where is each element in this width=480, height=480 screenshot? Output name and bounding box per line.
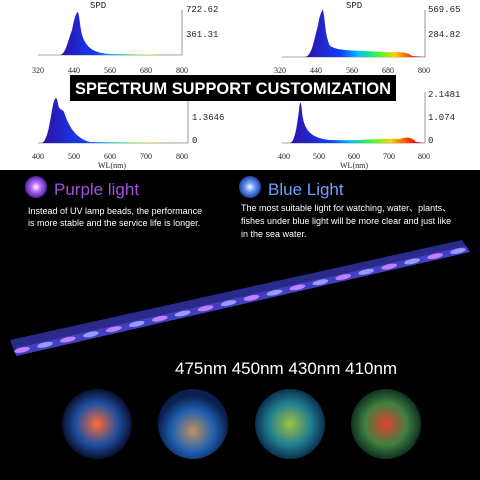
- x-label: 800: [176, 152, 188, 161]
- x-labels: 400 500 600 700 800: [278, 152, 430, 161]
- led: [243, 294, 260, 301]
- light-bar: [10, 240, 470, 356]
- x-title: WL(nm): [340, 161, 368, 170]
- spectrum-curve: [305, 10, 425, 57]
- x-label: 440: [310, 66, 322, 75]
- blue-icon: [239, 176, 261, 198]
- x-label: 680: [140, 66, 152, 75]
- y-label: 0: [428, 136, 433, 146]
- led: [151, 315, 168, 322]
- x-label: 320: [32, 66, 44, 75]
- x-label: 800: [176, 66, 188, 75]
- wavelengths: 475nm 450nm 430nm 410nm: [175, 359, 397, 378]
- x-label: 400: [32, 152, 44, 161]
- spectrum-panel: SPD 722.62 361.31 320 440 560 680 800: [32, 1, 218, 75]
- x-label: 500: [313, 152, 325, 161]
- y-label: 569.65: [428, 5, 460, 15]
- x-label: 800: [418, 152, 430, 161]
- spectrum-panel: SPD 569.65 284.82 320 440 560 680 800: [274, 1, 460, 75]
- panel-title: SPD: [90, 1, 106, 11]
- feature-text: Instead of UV lamp beads, the performanc…: [28, 206, 202, 216]
- bar-face: [16, 246, 470, 356]
- feature-text: in the sea water.: [241, 229, 307, 239]
- x-label: 320: [274, 66, 286, 75]
- photo-fish: [351, 389, 421, 459]
- spectrum-panel: 2.1481 1.074 0 400 500 600 700 800 WL(nm…: [278, 90, 460, 170]
- x-label: 400: [278, 152, 290, 161]
- led: [266, 289, 283, 296]
- led: [128, 320, 145, 327]
- led: [197, 305, 214, 312]
- led: [358, 268, 375, 275]
- x-label: 700: [383, 152, 395, 161]
- y-label: 2.1481: [428, 90, 460, 100]
- headline: SPECTRUM SUPPORT CUSTOMIZATION: [75, 79, 391, 98]
- feature-text: fishes under blue light will be more cle…: [241, 216, 451, 226]
- x-label: 560: [104, 66, 116, 75]
- leds: [14, 248, 466, 353]
- photo-reef: [62, 389, 132, 459]
- led: [289, 284, 306, 291]
- y-label: 1.3646: [192, 113, 224, 123]
- x-label: 700: [140, 152, 152, 161]
- photo-kelp: [255, 389, 325, 459]
- led: [174, 310, 191, 317]
- led: [381, 263, 398, 270]
- y-label: 722.62: [186, 5, 218, 15]
- led: [335, 274, 352, 281]
- spectrum-curve: [60, 12, 182, 55]
- headline-bar: [70, 75, 396, 101]
- y-label: 284.82: [428, 30, 460, 40]
- photo-reef: [158, 389, 228, 459]
- led: [427, 253, 443, 260]
- y-label: 1.074: [428, 113, 455, 123]
- x-labels: 400 500 600 700 800: [32, 152, 188, 161]
- spectrum-curve: [290, 102, 425, 143]
- led: [14, 347, 30, 353]
- purple-icon: [25, 176, 47, 198]
- feature-text: is more stable and the service life is l…: [28, 218, 200, 228]
- led: [60, 336, 76, 343]
- x-label: 500: [68, 152, 80, 161]
- led: [82, 331, 99, 338]
- led: [450, 248, 466, 254]
- led: [312, 279, 329, 286]
- y-label: 361.31: [186, 30, 218, 40]
- x-label: 440: [68, 66, 80, 75]
- feature-title: Blue Light: [268, 180, 344, 199]
- y-label: 0: [192, 136, 197, 146]
- x-labels: 320 440 560 680 800: [274, 66, 430, 75]
- spectrum-panel: 1.3646 0 400 500 600 700 800 WL(nm): [32, 98, 224, 170]
- led: [105, 326, 122, 333]
- feature-text: The most suitable light for watching, wa…: [241, 203, 451, 213]
- x-label: 600: [348, 152, 360, 161]
- x-label: 600: [104, 152, 116, 161]
- panel-title: SPD: [346, 1, 362, 11]
- led: [220, 300, 237, 307]
- x-label: 680: [382, 66, 394, 75]
- x-title: WL(nm): [98, 161, 126, 170]
- x-label: 800: [418, 66, 430, 75]
- led: [37, 341, 53, 348]
- feature-title: Purple light: [54, 180, 139, 199]
- spectrum-curve: [42, 98, 188, 143]
- led: [404, 258, 420, 265]
- x-labels: 320 440 560 680 800: [32, 66, 188, 75]
- x-label: 560: [346, 66, 358, 75]
